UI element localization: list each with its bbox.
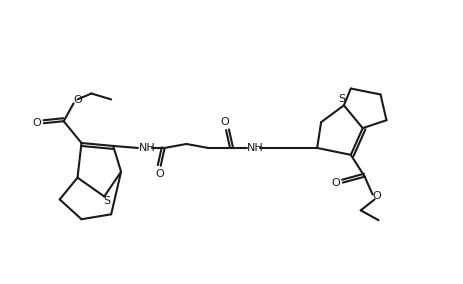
Text: O: O (73, 95, 82, 105)
Text: O: O (220, 117, 229, 127)
Text: O: O (371, 191, 380, 201)
Text: NH: NH (246, 143, 263, 153)
Text: S: S (103, 197, 111, 206)
Text: NH: NH (138, 143, 155, 153)
Text: S: S (338, 94, 345, 105)
Text: O: O (32, 118, 41, 128)
Text: O: O (155, 169, 164, 179)
Text: O: O (331, 178, 340, 188)
